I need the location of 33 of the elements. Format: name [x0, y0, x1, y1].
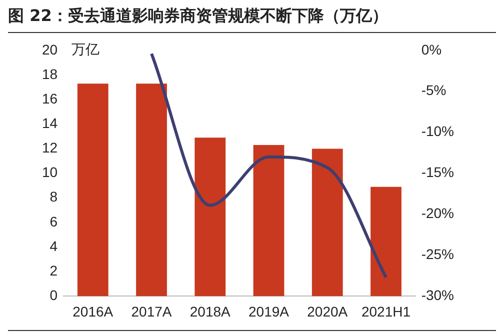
y-axis-title: 万亿	[72, 42, 100, 58]
x-tick-label: 2016A	[72, 303, 114, 320]
y-tick-label: 6	[50, 213, 58, 230]
y2-tick-label: -30%	[421, 287, 454, 304]
bar	[77, 84, 108, 296]
chart-title: 图 22：受去通道影响券商资管规模不断下降（万亿）	[8, 6, 388, 27]
bar	[312, 148, 343, 296]
line-series	[150, 52, 388, 279]
y2-tick-label: 0%	[421, 41, 442, 58]
x-tick-label: 2018A	[190, 303, 232, 320]
y-tick-label: 8	[50, 188, 58, 205]
y-tick-label: 20	[42, 41, 58, 58]
x-tick-label: 2020A	[307, 303, 348, 320]
y2-tick-label: -20%	[421, 205, 454, 222]
bar	[370, 186, 402, 296]
y-tick-label: 2	[50, 262, 58, 278]
y2-tick-label: -25%	[421, 246, 454, 262]
bar	[194, 138, 226, 296]
y2-tick-label: -5%	[421, 82, 446, 98]
y-tick-label: 12	[42, 140, 58, 156]
bar	[136, 84, 167, 296]
y2-tick-label: -10%	[421, 123, 454, 140]
y-tick-label: 16	[42, 90, 58, 106]
x-tick-label: 2019A	[248, 303, 290, 320]
bar	[253, 145, 284, 296]
x-tick-label: 2017A	[131, 303, 172, 320]
y-tick-label: 10	[42, 164, 58, 180]
y-tick-label: 4	[50, 238, 58, 254]
y-tick-label: 14	[42, 115, 58, 131]
y-tick-label: 18	[42, 66, 58, 82]
y2-tick-label: -15%	[421, 164, 454, 180]
y-tick-label: 0	[50, 287, 58, 304]
x-tick-label: 2021H1	[361, 303, 411, 320]
